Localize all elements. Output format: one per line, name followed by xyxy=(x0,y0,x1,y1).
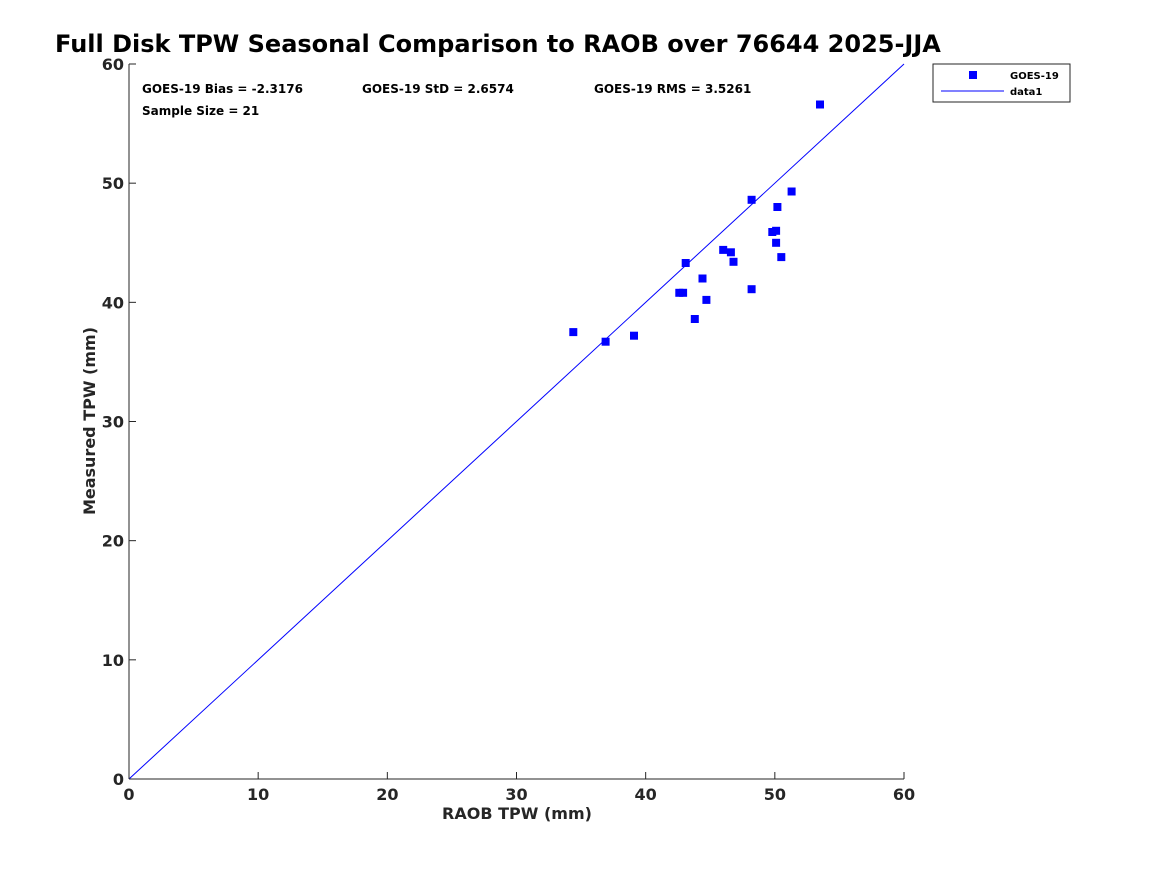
x-axis-label: RAOB TPW (mm) xyxy=(442,804,592,823)
y-tick-label: 50 xyxy=(102,174,124,193)
y-tick-label: 10 xyxy=(102,651,124,670)
y-tick-label: 20 xyxy=(102,532,124,551)
scatter-point xyxy=(601,337,610,346)
x-tick-label: 60 xyxy=(893,785,915,804)
scatter-point xyxy=(679,288,688,297)
one-to-one-line xyxy=(128,63,905,780)
scatter-point xyxy=(787,187,796,196)
scatter-point xyxy=(777,253,786,262)
scatter-point xyxy=(681,259,690,267)
scatter-point xyxy=(816,100,824,109)
scatter-point xyxy=(772,238,781,247)
y-tick-label: 60 xyxy=(102,55,124,74)
x-tick-label: 40 xyxy=(635,785,657,804)
x-tick-label: 0 xyxy=(123,785,134,804)
scatter-point xyxy=(719,245,728,254)
scatter-point xyxy=(772,226,781,235)
scatter-point xyxy=(630,331,638,340)
y-tick-label: 30 xyxy=(102,413,124,432)
y-tick-label: 40 xyxy=(102,293,124,312)
scatter-point xyxy=(773,203,782,211)
scatter-point xyxy=(690,315,699,323)
scatter-point xyxy=(569,328,578,337)
axes: 0 10 20 30 40 50 60 0 10 20 30 40 50 60 xyxy=(102,55,915,804)
scatter-point xyxy=(729,257,738,266)
x-tick-label: 30 xyxy=(505,785,527,804)
scatter-point xyxy=(726,248,735,257)
scatter-point xyxy=(698,274,707,283)
scatter-point xyxy=(747,285,756,294)
x-tick-label: 50 xyxy=(764,785,786,804)
std-stat: GOES-19 StD = 2.6574 xyxy=(362,82,514,96)
bias-stat: GOES-19 Bias = -2.3176 xyxy=(142,82,303,96)
rms-stat: GOES-19 RMS = 3.5261 xyxy=(594,82,751,96)
scatter-markers xyxy=(569,100,824,346)
legend-box xyxy=(932,63,1071,103)
legend-label-goes19: GOES-19 xyxy=(1010,71,1059,82)
legend-label-data1: data1 xyxy=(1010,87,1042,98)
chart-title: Full Disk TPW Seasonal Comparison to RAO… xyxy=(55,30,941,58)
x-tick-label: 20 xyxy=(376,785,398,804)
plot-area: 0 10 20 30 40 50 60 0 10 20 30 40 50 60 xyxy=(102,55,915,804)
y-axis-label: Measured TPW (mm) xyxy=(80,327,99,515)
sample-size-stat: Sample Size = 21 xyxy=(142,104,259,118)
scatter-point xyxy=(702,295,711,304)
x-tick-label: 10 xyxy=(247,785,269,804)
scatter-point xyxy=(747,195,756,204)
y-tick-label: 0 xyxy=(113,770,124,789)
legend: GOES-19 data1 xyxy=(932,63,1071,103)
legend-marker-goes19 xyxy=(969,71,977,79)
